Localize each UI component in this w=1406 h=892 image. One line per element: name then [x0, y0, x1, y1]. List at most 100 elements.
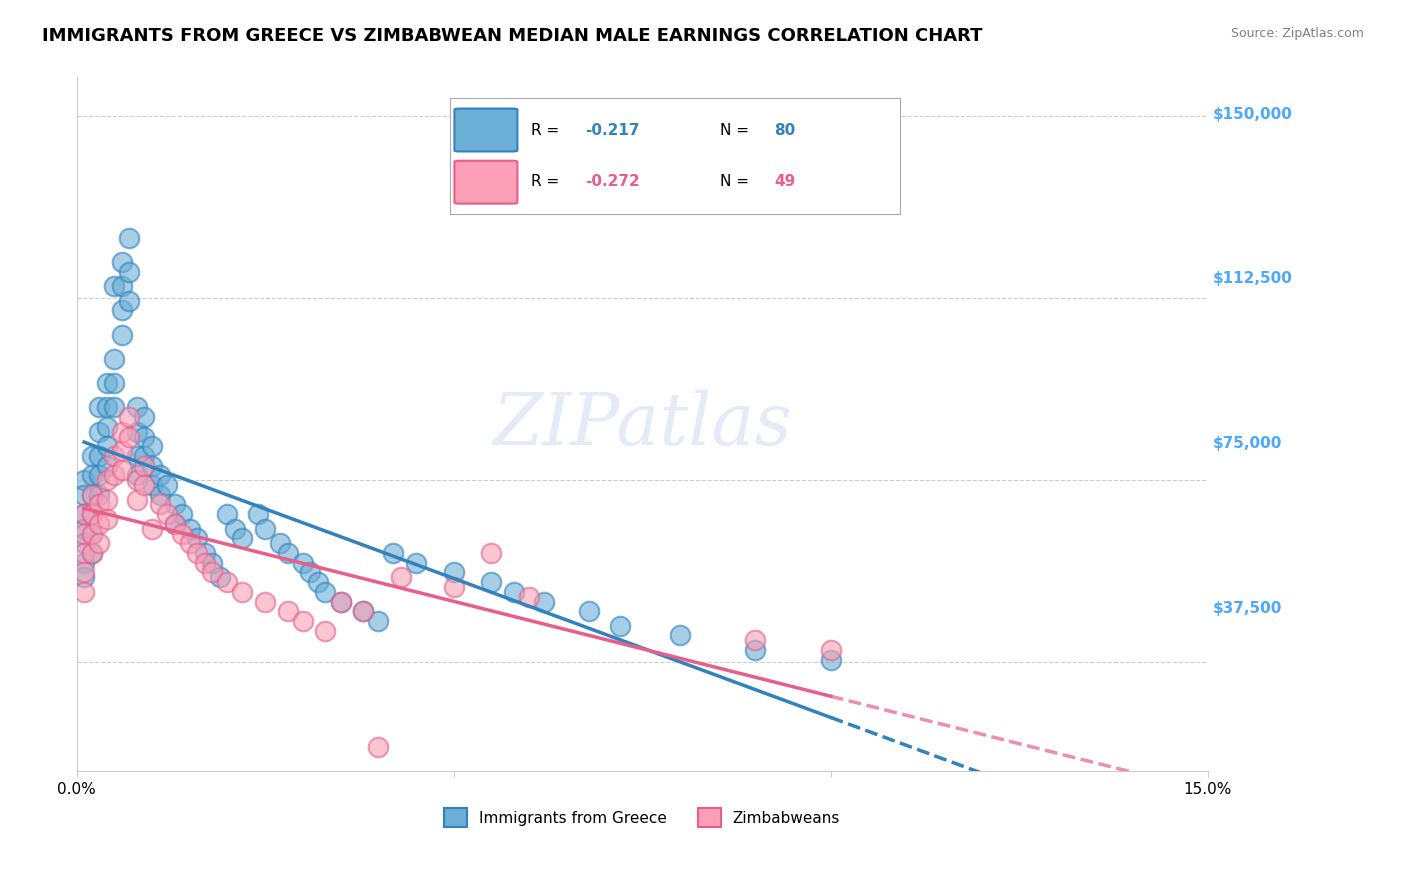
Point	[443, 566, 465, 580]
Point	[96, 512, 118, 526]
Point	[517, 590, 540, 604]
Text: ZIPatlas: ZIPatlas	[492, 389, 792, 459]
Point	[118, 429, 141, 443]
Point	[96, 458, 118, 473]
Point	[73, 507, 96, 521]
Point	[111, 303, 134, 318]
Point	[314, 584, 336, 599]
Point	[744, 633, 766, 648]
Point	[111, 444, 134, 458]
Point	[194, 556, 217, 570]
Point	[201, 566, 224, 580]
Point	[208, 570, 231, 584]
Point	[156, 478, 179, 492]
Point	[73, 556, 96, 570]
Point	[73, 488, 96, 502]
Point	[291, 556, 314, 570]
Point	[231, 532, 253, 546]
Point	[96, 401, 118, 415]
Point	[186, 532, 208, 546]
Point	[96, 473, 118, 487]
Point	[254, 594, 277, 608]
Point	[163, 516, 186, 531]
Point	[479, 546, 502, 560]
Point	[134, 429, 156, 443]
Point	[80, 507, 103, 521]
Point	[389, 570, 412, 584]
Point	[141, 439, 163, 453]
Point	[141, 522, 163, 536]
Point	[80, 449, 103, 463]
Point	[820, 643, 842, 657]
Point	[578, 604, 600, 618]
Legend: Immigrants from Greece, Zimbabweans: Immigrants from Greece, Zimbabweans	[439, 802, 846, 833]
Text: Source: ZipAtlas.com: Source: ZipAtlas.com	[1230, 27, 1364, 40]
Point	[163, 498, 186, 512]
Text: R =: R =	[531, 123, 564, 138]
Point	[314, 624, 336, 638]
Text: 80: 80	[773, 123, 796, 138]
Point	[103, 279, 125, 293]
Point	[231, 584, 253, 599]
Point	[118, 410, 141, 425]
Point	[111, 425, 134, 439]
Point	[329, 594, 352, 608]
Point	[89, 498, 111, 512]
Point	[141, 478, 163, 492]
Point	[80, 546, 103, 560]
Point	[186, 546, 208, 560]
Point	[80, 488, 103, 502]
Point	[73, 507, 96, 521]
Point	[118, 293, 141, 308]
Point	[352, 604, 374, 618]
FancyBboxPatch shape	[454, 161, 517, 203]
Point	[125, 492, 148, 507]
Point	[179, 522, 201, 536]
Point	[125, 449, 148, 463]
Point	[80, 507, 103, 521]
Point	[503, 584, 526, 599]
Point	[179, 536, 201, 550]
Point	[80, 468, 103, 483]
Point	[141, 458, 163, 473]
Point	[89, 449, 111, 463]
Text: -0.217: -0.217	[585, 123, 640, 138]
Point	[111, 463, 134, 477]
Point	[382, 546, 405, 560]
Point	[352, 604, 374, 618]
Point	[134, 478, 156, 492]
Point	[125, 468, 148, 483]
Point	[118, 230, 141, 244]
Point	[820, 653, 842, 667]
Point	[103, 468, 125, 483]
Point	[217, 575, 239, 590]
Point	[103, 449, 125, 463]
Point	[80, 488, 103, 502]
Point	[96, 492, 118, 507]
Point	[96, 439, 118, 453]
Point	[80, 526, 103, 541]
Point	[125, 473, 148, 487]
Point	[125, 401, 148, 415]
Point	[111, 327, 134, 342]
Point	[118, 264, 141, 278]
Point	[405, 556, 427, 570]
FancyBboxPatch shape	[454, 109, 517, 152]
Point	[89, 488, 111, 502]
Point	[73, 473, 96, 487]
Point	[96, 420, 118, 434]
Text: IMMIGRANTS FROM GREECE VS ZIMBABWEAN MEDIAN MALE EARNINGS CORRELATION CHART: IMMIGRANTS FROM GREECE VS ZIMBABWEAN MED…	[42, 27, 983, 45]
Point	[89, 536, 111, 550]
Point	[277, 604, 299, 618]
Point	[277, 546, 299, 560]
Point	[73, 584, 96, 599]
Point	[89, 425, 111, 439]
Point	[163, 516, 186, 531]
Point	[291, 614, 314, 628]
Text: -0.272: -0.272	[585, 174, 640, 189]
Point	[246, 507, 269, 521]
Point	[134, 410, 156, 425]
Point	[224, 522, 246, 536]
Point	[269, 536, 291, 550]
Point	[80, 526, 103, 541]
